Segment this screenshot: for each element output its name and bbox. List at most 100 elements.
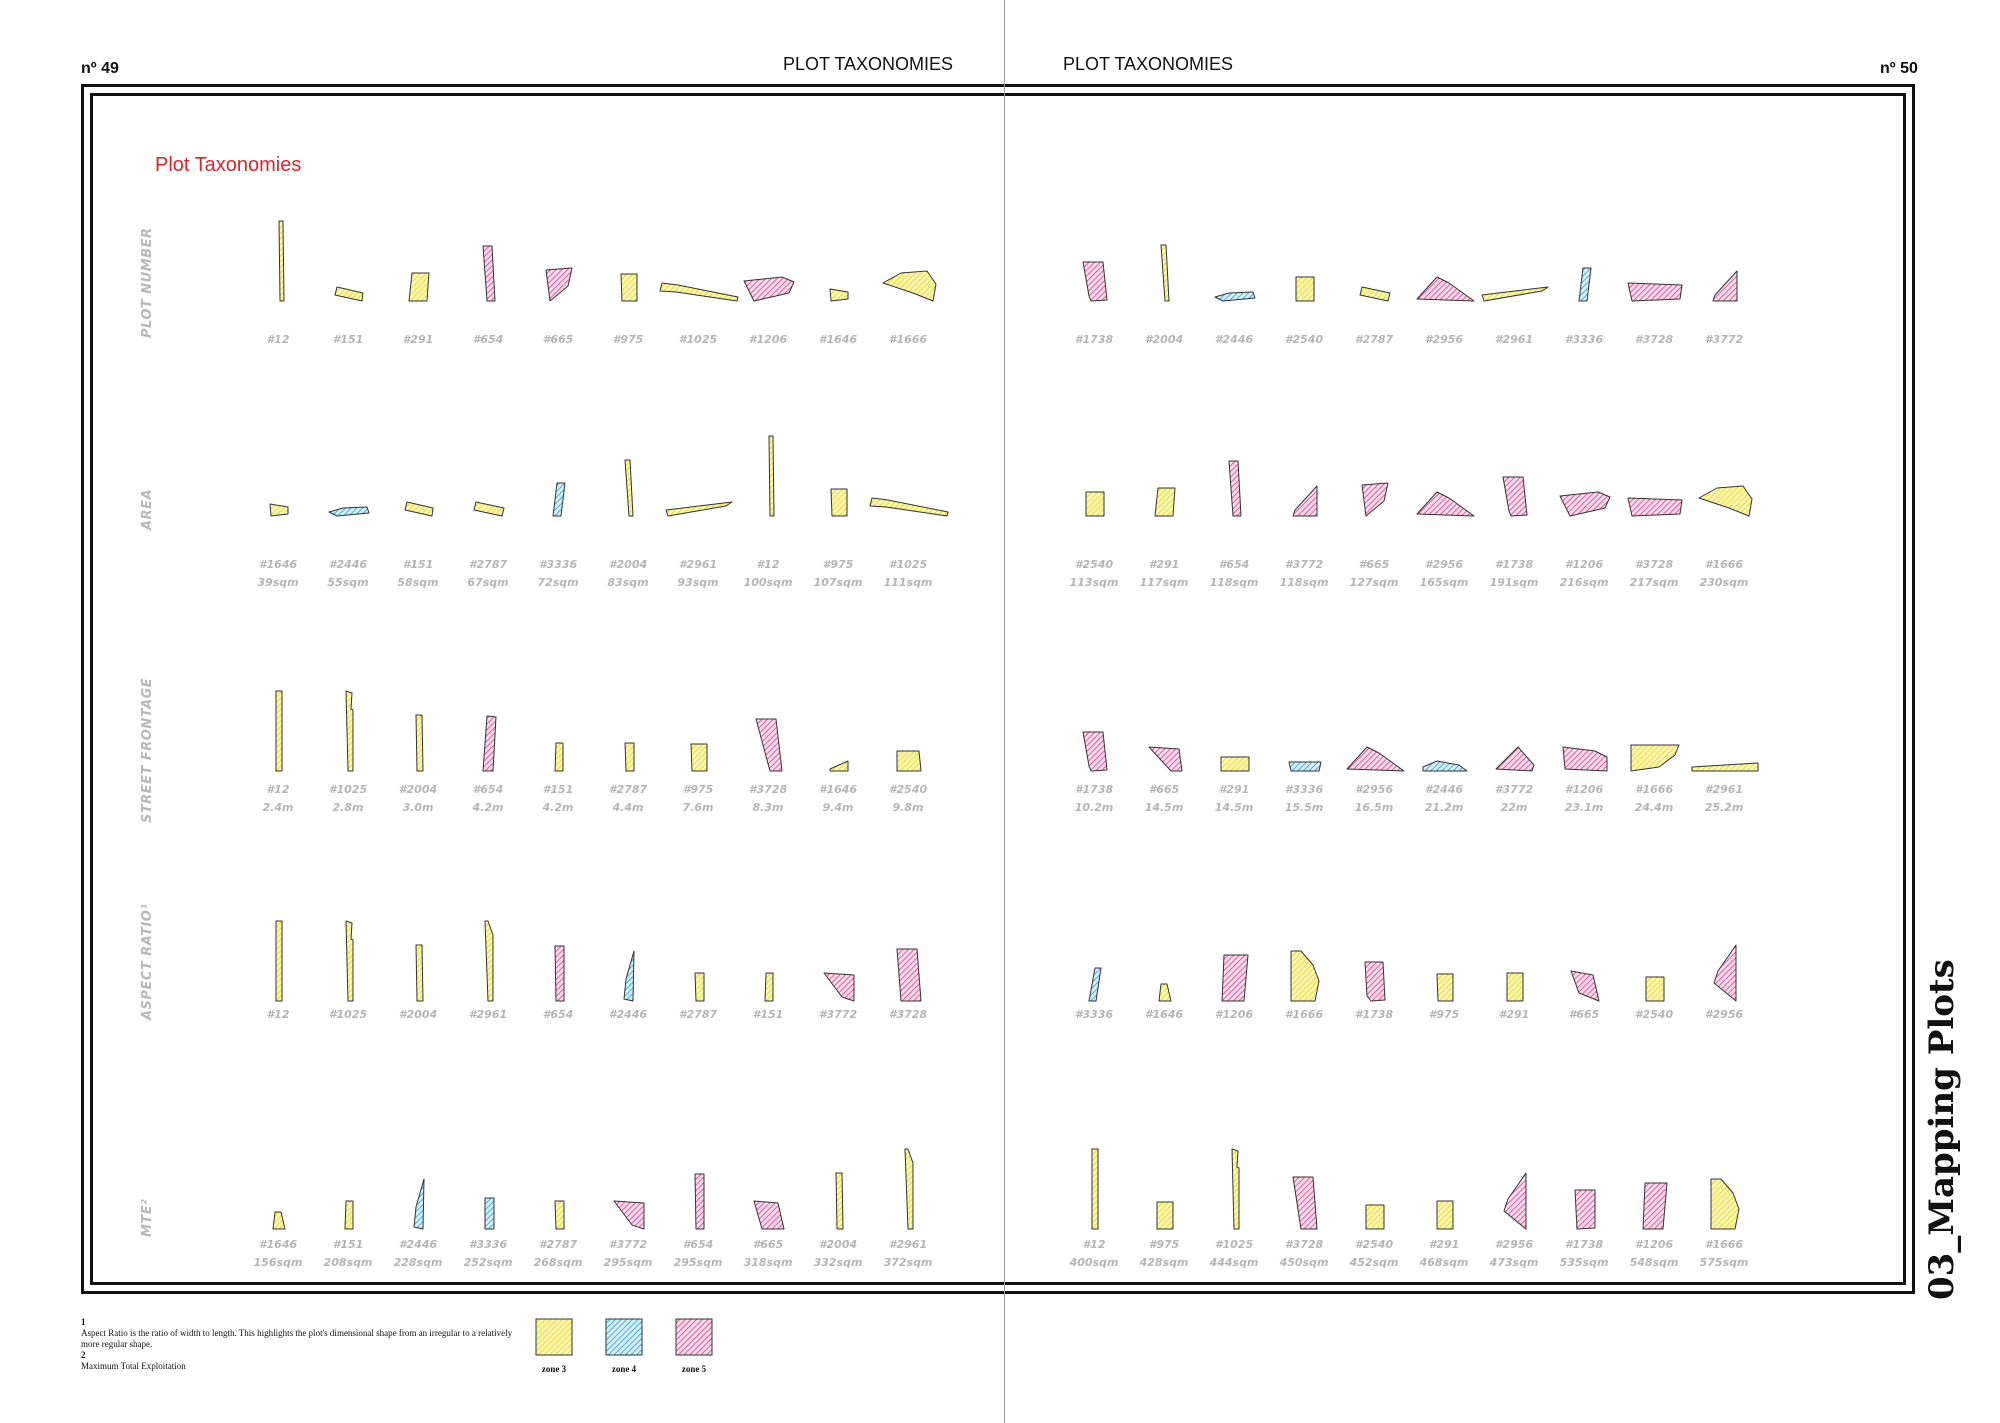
plot-id-label: #1646 [818,333,858,346]
plot-id-label: #1666 [1284,1008,1324,1021]
footnote-2-text: Maximum Total Exploitation [81,1361,186,1371]
plot-shape-3728 [1292,1176,1318,1230]
plot-outline-zone-5 [1292,485,1318,517]
plot-id-label: #2961 [888,1238,928,1251]
plot-shape-665 [753,1200,785,1230]
plot-outline-zone-4 [1214,291,1256,302]
plot-outline-zone-3 [404,501,434,517]
plot-outline-zone-3 [624,742,634,772]
row-label-street-frontage: STREET FRONTAGE [140,677,155,823]
plot-shape-665 [545,267,573,302]
plot-value-label: 25.2m [1704,801,1744,814]
plot-outline-zone-5 [694,1173,704,1230]
plot-id-label: #2004 [398,1008,438,1021]
plot-value-label: 444sqm [1209,1256,1259,1269]
plot-id-label: #1738 [1074,333,1114,346]
plot-shape-654 [482,715,496,772]
plot-outline-zone-3 [1158,983,1172,1002]
plot-id-label: #2956 [1424,558,1464,571]
plot-outline-zone-5 [1627,497,1683,517]
plot-shape-1666 [1630,744,1680,772]
plot-outline-zone-5 [1416,491,1474,517]
plot-value-label: 14.5m [1144,801,1184,814]
plot-id-label: #654 [472,783,504,796]
plot-shape-1025 [869,497,949,517]
plot-value-label: 2.8m [332,801,364,814]
plot-outline-zone-3 [1710,1178,1740,1230]
plot-value-label: 252sqm [463,1256,513,1269]
plot-outline-zone-5 [1082,731,1108,772]
plot-outline-zone-5 [482,715,496,772]
plot-shape-3728 [1627,497,1683,517]
plot-id-label: #2956 [1494,1238,1534,1251]
plot-outline-zone-3 [1691,762,1759,772]
page-frame-inner [90,93,1906,1285]
plot-value-label: 450sqm [1279,1256,1329,1269]
header-title-left: PLOT TAXONOMIES [783,54,954,74]
plot-outline-zone-5 [1364,961,1386,1002]
plot-id-label: #2787 [1354,333,1394,346]
plot-outline-zone-3 [904,1148,914,1230]
plot-id-label: #2004 [398,783,438,796]
plot-value-label: 535sqm [1559,1256,1609,1269]
plot-shape-2961 [904,1148,914,1230]
plot-outline-zone-3 [554,1200,564,1230]
plot-shape-1025 [659,282,739,302]
plot-value-label: 93sqm [677,576,719,589]
plot-shape-3728 [755,718,783,772]
plot-outline-zone-3 [624,459,634,517]
plot-outline-zone-3 [1154,487,1176,517]
plot-id-label: #2446 [398,1238,438,1251]
plot-shape-3336 [552,482,566,517]
plot-id-label: #1206 [1214,1008,1254,1021]
plot-outline-zone-5 [1627,282,1683,302]
plot-outline-zone-4 [1088,967,1102,1002]
plot-outline-zone-3 [1436,973,1454,1002]
plot-id-label: #3772 [1494,783,1534,796]
plot-outline-zone-3 [620,273,638,302]
plot-shape-3336 [1578,267,1592,302]
plot-shape-1738 [1082,261,1108,302]
plot-outline-zone-3 [869,497,949,517]
plot-outline-zone-3 [1091,1148,1099,1230]
plot-shape-1666 [1290,950,1320,1002]
plot-shape-1666 [1698,485,1752,517]
plot-shape-2446 [1422,760,1468,772]
plot-outline-zone-5 [1562,746,1608,772]
plot-id-label: #1738 [1494,558,1534,571]
plot-id-label: #291 [1498,1008,1530,1021]
plot-id-label: #975 [1148,1238,1180,1251]
plot-id-label: #654 [1218,558,1250,571]
page-frame-outer [81,84,1915,1294]
footnote-1-text: Aspect Ratio is the ratio of width to le… [81,1328,513,1349]
plot-shape-2961 [1481,286,1549,302]
plot-shape-2961 [484,920,494,1002]
plot-outline-zone-3 [345,690,353,772]
plot-id-label: #975 [682,783,714,796]
plot-value-label: 575sqm [1699,1256,1749,1269]
plot-shape-2540 [1645,976,1665,1002]
plot-id-label: #1666 [1704,558,1744,571]
plot-id-label: #1666 [1634,783,1674,796]
plot-shape-1666 [882,270,936,302]
plot-outline-zone-5 [1361,482,1389,517]
plot-outline-zone-5 [896,948,922,1002]
plot-outline-zone-3 [829,760,849,772]
plot-outline-zone-3 [1506,972,1524,1002]
plot-id-label: #1206 [748,333,788,346]
plot-shape-1206 [1642,1182,1668,1230]
plot-shape-3772 [1495,746,1535,772]
plot-shape-1646 [829,288,849,302]
plot-shape-3336 [1088,967,1102,1002]
plot-outline-zone-3 [882,270,936,302]
plot-shape-1738 [1082,731,1108,772]
plot-shape-291 [1506,972,1524,1002]
plot-id-label: #3728 [1284,1238,1324,1251]
row-label-plot-number: PLOT NUMBER [140,227,155,338]
legend-swatch-zone-5 [675,1318,713,1356]
plot-value-label: 100sqm [743,576,793,589]
plot-shape-2961 [1691,762,1759,772]
plot-outline-zone-5 [1228,460,1242,517]
plot-shape-151 [344,1200,354,1230]
plot-id-label: #12 [1082,1238,1106,1251]
